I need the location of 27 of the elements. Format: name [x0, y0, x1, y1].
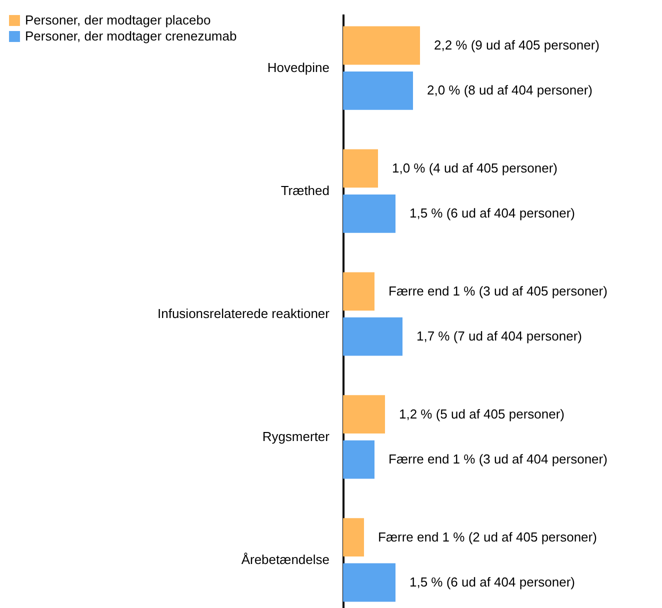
data-label: Færre end 1 % (3 ud af 404 personer)	[388, 452, 608, 467]
bar	[343, 440, 374, 479]
bar	[343, 26, 420, 65]
data-label: 2,2 % (9 ud af 405 personer)	[434, 38, 600, 52]
bar	[343, 149, 378, 188]
y-tick-label: Træthed	[280, 183, 330, 198]
y-tick-label: Rygsmerter	[262, 428, 330, 444]
legend-label: Personer, der modtager crenezumab	[25, 28, 237, 44]
data-label: 1,7 % (7 ud af 404 personer)	[416, 328, 582, 344]
data-label: 1,2 % (5 ud af 405 personer)	[399, 406, 564, 422]
legend-label: Personer, der modtager placebo	[25, 12, 211, 28]
data-label: Færre end 1 % (3 ud af 405 personer)	[388, 283, 608, 298]
bar	[343, 395, 385, 434]
bar	[343, 317, 402, 356]
data-label: 1,5 % (6 ud af 404 personer)	[410, 574, 575, 590]
y-tick-label: Årebetændelse	[241, 552, 330, 567]
bar	[343, 563, 396, 602]
data-label: 2,0 % (8 ud af 404 personer)	[427, 82, 592, 98]
bar	[343, 194, 396, 233]
bar	[343, 518, 364, 557]
bar	[343, 272, 374, 311]
data-label: 1,0 % (4 ud af 405 personer)	[392, 160, 558, 176]
data-label: 1,5 % (6 ud af 404 personer)	[410, 206, 575, 221]
y-tick-label: Hovedpine	[267, 60, 330, 76]
y-tick-label: Infusionsrelaterede reaktioner	[158, 306, 330, 321]
data-label: Færre end 1 % (2 ud af 405 personer)	[378, 529, 597, 544]
bar	[343, 71, 413, 110]
